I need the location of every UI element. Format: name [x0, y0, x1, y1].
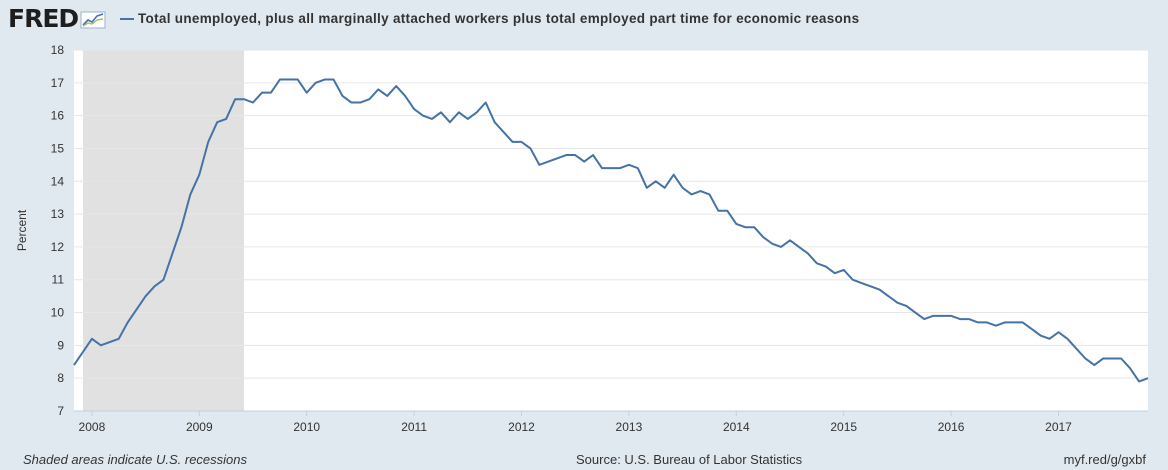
- x-tick-label: 2008: [79, 420, 106, 434]
- plot-area: [74, 50, 1148, 411]
- mini-chart-icon: [80, 11, 106, 29]
- recession-band: [82, 50, 245, 411]
- x-tick-label: 2017: [1045, 420, 1072, 434]
- fred-logo[interactable]: FRED: [8, 5, 106, 33]
- y-tick-label: 11: [52, 273, 65, 287]
- short-url[interactable]: myf.red/g/gxbf: [1063, 452, 1146, 467]
- y-tick-label: 18: [51, 43, 65, 57]
- y-tick-label: 10: [51, 306, 65, 320]
- x-tick-label: 2013: [616, 420, 643, 434]
- x-tick-label: 2010: [293, 420, 320, 434]
- y-tick-label: 16: [51, 109, 65, 123]
- source-note: Source: U.S. Bureau of Labor Statistics: [576, 452, 803, 467]
- y-axis-label: Percent: [15, 209, 29, 251]
- y-tick-label: 8: [57, 371, 64, 385]
- chart-header: FRED Total unemployed, plus all marginal…: [0, 0, 1168, 40]
- y-tick-label: 13: [51, 207, 65, 221]
- y-axis-ticks: 7 8 9 10 11 12 13 14 15 16 17 18: [51, 43, 65, 418]
- legend-label: Total unemployed, plus all marginally at…: [138, 11, 860, 26]
- x-tick-label: 2012: [508, 420, 535, 434]
- y-tick-label: 7: [57, 404, 64, 418]
- y-tick-label: 9: [57, 338, 64, 352]
- y-tick-label: 14: [51, 174, 65, 188]
- x-axis-ticks: 2008 2009 2010 2011 2012 2013 2014 2015 2016 2017: [74, 410, 1148, 434]
- x-tick-label: 2016: [938, 420, 965, 434]
- legend[interactable]: Total unemployed, plus all marginally at…: [120, 11, 859, 26]
- x-tick-label: 2011: [401, 420, 427, 434]
- legend-swatch: [120, 17, 134, 20]
- y-tick-label: 15: [51, 141, 65, 155]
- recession-note: Shaded areas indicate U.S. recessions: [23, 452, 248, 467]
- y-tick-label: 17: [51, 76, 65, 90]
- x-tick-label: 2009: [186, 420, 213, 434]
- chart-footer: Shaded areas indicate U.S. recessions So…: [0, 448, 1168, 470]
- series-line[interactable]: [73, 78, 1149, 383]
- x-tick-label: 2015: [830, 420, 857, 434]
- x-tick-label: 2014: [723, 420, 750, 434]
- y-tick-label: 12: [51, 240, 65, 254]
- fred-logo-text: FRED: [8, 4, 79, 33]
- recession-shading: [82, 50, 245, 411]
